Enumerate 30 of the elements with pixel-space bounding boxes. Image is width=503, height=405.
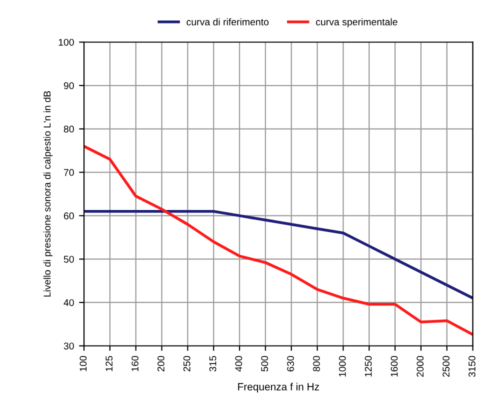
x-tick-label: 1600: [390, 356, 398, 376]
y-tick-label: 100: [58, 38, 74, 46]
x-tick-label: 1250: [364, 356, 372, 376]
x-tick-label: 200: [157, 356, 164, 372]
x-tick-label: 2000: [416, 356, 424, 377]
x-tick-label: 400: [235, 356, 242, 372]
x-tick-label: 125: [106, 356, 113, 372]
x-tick-label: 315: [209, 356, 216, 372]
legend-label: curva sperimentale: [316, 18, 398, 28]
line-series: [84, 144, 473, 336]
x-tick-label: 1000: [338, 356, 346, 376]
x-tick-label: 3150: [468, 356, 476, 377]
y-tick-label: 40: [64, 299, 74, 306]
x-tick-label: 100: [80, 356, 87, 372]
y-tick-label: 80: [64, 126, 74, 133]
y-tick-label: 90: [64, 82, 74, 90]
y-tick-label: 50: [64, 256, 74, 263]
x-tick-label: 160: [132, 356, 138, 372]
x-tick-label: 630: [287, 356, 294, 372]
x-tick-label: 250: [183, 356, 190, 372]
x-tick-label: 800: [313, 356, 320, 372]
line-series: [84, 210, 473, 300]
x-axis-title: Frequenza f in Hz: [238, 382, 319, 392]
y-tick-label: 60: [64, 212, 74, 220]
y-axis-title: Livello di pressione sonora di calpestio L'n in dB: [43, 91, 53, 297]
x-tick-label: 500: [261, 356, 268, 372]
y-tick-label: 70: [64, 169, 74, 176]
legend-label: curva di riferimento: [186, 18, 269, 26]
x-tick-label: 2500: [442, 356, 450, 377]
y-tick-label: 30: [64, 342, 74, 350]
